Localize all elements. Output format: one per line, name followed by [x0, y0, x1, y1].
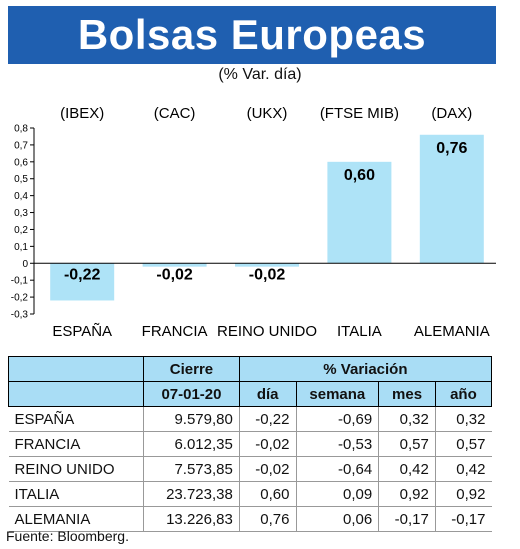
data-label: 0,76 [436, 140, 467, 157]
cell-semana: -0,53 [296, 431, 380, 457]
bar [419, 134, 484, 264]
cell-ano: 0,57 [435, 431, 492, 457]
y-tick-label: 0,6 [14, 157, 28, 168]
cell-cierre: 13.226,83 [143, 506, 240, 532]
y-tick-label: 0 [22, 259, 28, 270]
cell-cierre: 7.573,85 [143, 456, 240, 482]
column-date: 07-01-20 [143, 381, 240, 407]
cell-mes: 0,92 [378, 481, 436, 507]
bar [50, 263, 115, 301]
cell-cierre: 9.579,80 [143, 406, 240, 432]
cell-semana: 0,09 [296, 481, 380, 507]
source-note: Fuente: Bloomberg. [6, 528, 129, 544]
index-table: Cierre % Variación 07-01-20 día semana m… [7, 356, 493, 532]
cell-ano: 0,92 [435, 481, 492, 507]
index-code-label: (CAC) [154, 105, 196, 122]
bar [327, 161, 392, 264]
y-tick-label: 0,2 [14, 225, 28, 236]
column-dia: día [238, 381, 297, 407]
chart-subtitle: (% Var. día) [218, 66, 302, 83]
y-tick-label: -0,2 [11, 293, 29, 304]
y-tick-label: 0,4 [14, 191, 28, 202]
cell-ano: -0,17 [435, 506, 492, 532]
title-banner: Bolsas Europeas [8, 6, 496, 64]
row-name: ITALIA [8, 481, 145, 507]
category-label: REINO UNIDO [217, 323, 317, 340]
cell-semana: 0,06 [296, 506, 380, 532]
table-row: ITALIA 23.723,38 0,60 0,09 0,92 0,92 [8, 481, 492, 507]
index-code-label: (FTSE MIB) [320, 105, 399, 122]
row-name: ALEMANIA [8, 506, 145, 532]
cell-semana: -0,69 [296, 406, 380, 432]
data-label: -0,02 [156, 266, 193, 283]
header-cierre: Cierre [143, 356, 240, 382]
y-tick-label: 0,1 [14, 242, 28, 253]
cell-cierre: 6.012,35 [143, 431, 240, 457]
table-row: ESPAÑA 9.579,80 -0,22 -0,69 0,32 0,32 [8, 406, 492, 432]
category-label: ALEMANIA [414, 323, 490, 340]
bar-chart: 0,8 0,7 0,6 0,5 0,4 0,3 0,2 0,1 0 -0,1 -0,2 -0,3 (IB… [11, 105, 496, 340]
table-corner-2 [7, 381, 145, 407]
row-name: REINO UNIDO [8, 456, 145, 482]
row-name: FRANCIA [8, 431, 145, 457]
row-name: ESPAÑA [8, 406, 145, 432]
cell-cierre: 23.723,38 [143, 481, 240, 507]
cell-dia: 0,76 [239, 506, 297, 532]
data-label: -0,22 [64, 266, 101, 283]
index-code-label: (UKX) [247, 105, 288, 122]
table-row: REINO UNIDO 7.573,85 -0,02 -0,64 0,42 0,… [8, 456, 492, 482]
category-label: FRANCIA [142, 323, 208, 340]
data-label: 0,60 [344, 167, 375, 184]
cell-ano: 0,42 [435, 456, 492, 482]
y-tick-label: 0,7 [14, 140, 28, 151]
y-tick-label: -0,3 [11, 310, 29, 321]
y-tick-label: -0,1 [11, 276, 29, 287]
bar [142, 263, 207, 267]
cell-mes: -0,17 [378, 506, 436, 532]
page-title: Bolsas Europeas [77, 11, 427, 58]
table-row: FRANCIA 6.012,35 -0,02 -0,53 0,57 0,57 [8, 431, 492, 457]
y-tick-label: 0,3 [14, 208, 28, 219]
table-row: ALEMANIA 13.226,83 0,76 0,06 -0,17 -0,17 [8, 506, 492, 532]
bar [235, 263, 299, 267]
y-tick-label: 0,8 [14, 124, 28, 135]
column-semana: semana [295, 381, 380, 407]
header-variacion: % Variación [238, 356, 493, 382]
table-corner [7, 356, 145, 382]
category-label: ESPAÑA [52, 323, 112, 340]
column-ano: año [434, 381, 493, 407]
category-label: ITALIA [337, 323, 382, 340]
data-label: -0,02 [249, 266, 286, 283]
cell-mes: 0,42 [378, 456, 436, 482]
cell-dia: -0,22 [239, 406, 297, 432]
cell-mes: 0,32 [378, 406, 436, 432]
cell-dia: 0,60 [239, 481, 297, 507]
cell-dia: -0,02 [239, 431, 297, 457]
cell-ano: 0,32 [435, 406, 492, 432]
cell-dia: -0,02 [239, 456, 297, 482]
y-tick-label: 0,5 [14, 174, 28, 185]
cell-mes: 0,57 [378, 431, 436, 457]
column-mes: mes [378, 381, 436, 407]
index-code-label: (DAX) [431, 105, 472, 122]
cell-semana: -0,64 [296, 456, 380, 482]
index-code-label: (IBEX) [60, 105, 104, 122]
